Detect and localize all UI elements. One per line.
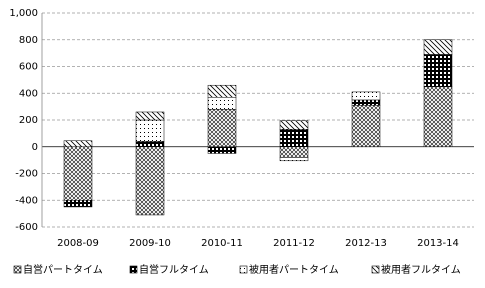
legend-label: 被用者フルタイム	[381, 263, 461, 276]
y-tick-label: -200	[15, 169, 38, 180]
bar-segment	[423, 54, 453, 87]
y-tick-label: 600	[19, 62, 38, 73]
x-tick-label: 2009-10	[129, 238, 171, 249]
y-tick-label: 1,000	[9, 8, 38, 19]
legend-label: 自営フルタイム	[139, 263, 209, 276]
bar-segment	[207, 97, 237, 110]
bar-segment	[351, 105, 381, 147]
bar-segment	[279, 146, 309, 158]
bar-segment	[63, 140, 93, 147]
bar-segment	[279, 129, 309, 148]
y-tick-label: 0	[32, 142, 38, 153]
bar-segment	[135, 146, 165, 216]
legend-swatch	[239, 265, 248, 274]
legend-swatch	[371, 265, 380, 274]
bar-segment	[135, 111, 165, 121]
bar-segment	[279, 120, 309, 130]
y-tick-label: 400	[19, 88, 38, 99]
legend-label: 自営パートタイム	[23, 263, 103, 276]
bar-segment	[423, 39, 453, 55]
legend-swatch	[13, 265, 22, 274]
bar-segment	[63, 146, 93, 201]
bar-segment	[279, 157, 309, 162]
bar-segment	[207, 84, 237, 98]
x-tick-label: 2013-14	[417, 238, 459, 249]
x-tick-label: 2008-09	[57, 238, 99, 249]
bar-segment	[135, 119, 165, 142]
bar-segment	[207, 146, 237, 154]
legend-label: 被用者パートタイム	[249, 263, 339, 276]
y-tick-label: -600	[15, 222, 38, 233]
y-tick-label: 800	[19, 35, 38, 46]
bar-segment	[135, 141, 165, 147]
x-tick-label: 2012-13	[345, 238, 387, 249]
x-tick-label: 2010-11	[201, 238, 243, 249]
bar-segment	[351, 91, 381, 101]
y-tick-label: -400	[15, 195, 38, 206]
bar-segment	[423, 86, 453, 147]
legend-swatch	[129, 265, 138, 274]
bar-segment	[63, 200, 93, 208]
y-tick-label: 200	[19, 115, 38, 126]
x-tick-label: 2011-12	[273, 238, 315, 249]
bar-segment	[207, 109, 237, 148]
bar-segment	[351, 99, 381, 106]
